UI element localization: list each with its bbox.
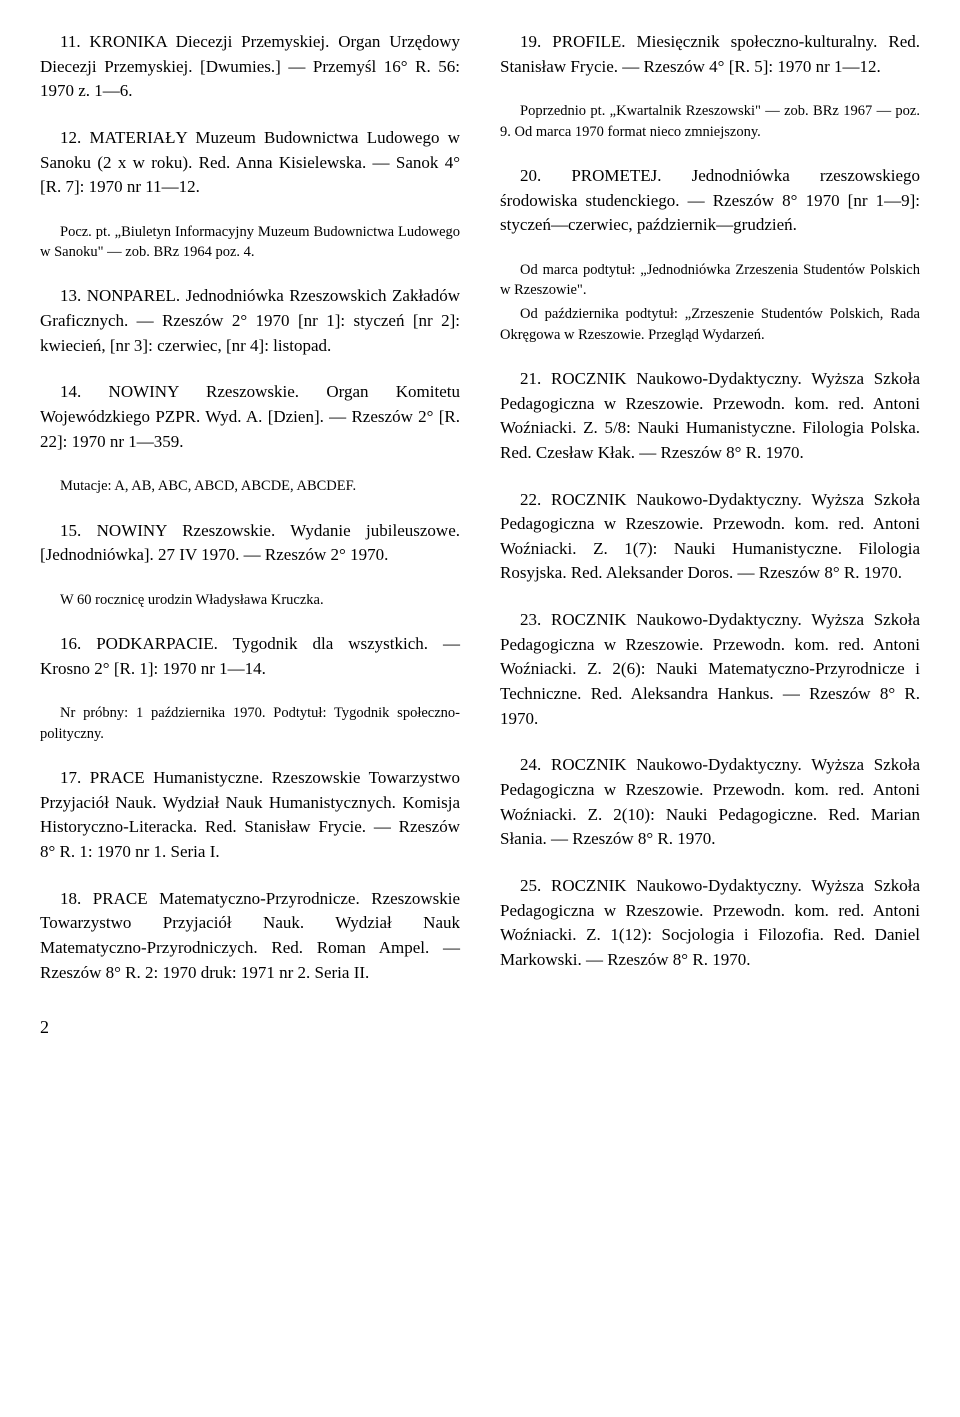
entry-16: 16. PODKARPACIE. Tygodnik dla wszystkich… <box>40 632 460 681</box>
entry-text: 15. NOWINY Rzeszowskie. Wydanie jubileus… <box>40 519 460 568</box>
note-16: Nr próbny: 1 października 1970. Podtytuł… <box>40 703 460 744</box>
entry-18: 18. PRACE Matematyczno-Przyrodnicze. Rze… <box>40 887 460 986</box>
entry-22: 22. ROCZNIK Naukowo-Dydaktyczny. Wyższa … <box>500 488 920 587</box>
entry-24: 24. ROCZNIK Naukowo-Dydaktyczny. Wyższa … <box>500 753 920 852</box>
entry-19: 19. PROFILE. Miesięcznik społeczno-kultu… <box>500 30 920 79</box>
entry-text: 14. NOWINY Rzeszowskie. Organ Komitetu W… <box>40 380 460 454</box>
entry-text: 23. ROCZNIK Naukowo-Dydaktyczny. Wyższa … <box>500 608 920 731</box>
entry-text: 21. ROCZNIK Naukowo-Dydaktyczny. Wyższa … <box>500 367 920 466</box>
entry-17: 17. PRACE Humanistyczne. Rzeszowskie Tow… <box>40 766 460 865</box>
note-15: W 60 rocznicę urodzin Władysława Kruczka… <box>40 590 460 610</box>
entry-text: 24. ROCZNIK Naukowo-Dydaktyczny. Wyższa … <box>500 753 920 852</box>
entry-text: 13. NONPAREL. Jednodniówka Rzeszowskich … <box>40 284 460 358</box>
entry-20: 20. PROMETEJ. Jednodniówka rzeszowskiego… <box>500 164 920 238</box>
entry-text: 20. PROMETEJ. Jednodniówka rzeszowskiego… <box>500 164 920 238</box>
two-column-layout: 11. KRONIKA Diecezji Przemyskiej. Organ … <box>40 30 920 1007</box>
entry-14: 14. NOWINY Rzeszowskie. Organ Komitetu W… <box>40 380 460 454</box>
entry-text: 19. PROFILE. Miesięcznik społeczno-kultu… <box>500 30 920 79</box>
entry-text: 18. PRACE Matematyczno-Przyrodnicze. Rze… <box>40 887 460 986</box>
entry-13: 13. NONPAREL. Jednodniówka Rzeszowskich … <box>40 284 460 358</box>
entry-text: 22. ROCZNIK Naukowo-Dydaktyczny. Wyższa … <box>500 488 920 587</box>
page-number: 2 <box>40 1017 920 1038</box>
entry-text: 25. ROCZNIK Naukowo-Dydaktyczny. Wyższa … <box>500 874 920 973</box>
entry-text: 16. PODKARPACIE. Tygodnik dla wszystkich… <box>40 632 460 681</box>
note-19: Poprzednio pt. „Kwartalnik Rzeszowski" —… <box>500 101 920 142</box>
entry-text: 11. KRONIKA Diecezji Przemyskiej. Organ … <box>40 30 460 104</box>
left-column: 11. KRONIKA Diecezji Przemyskiej. Organ … <box>40 30 460 1007</box>
entry-text: 17. PRACE Humanistyczne. Rzeszowskie Tow… <box>40 766 460 865</box>
entry-text: 12. MATERIAŁY Muzeum Budownictwa Ludoweg… <box>40 126 460 200</box>
note-20b: Od października podtytuł: „Zrzeszenie St… <box>500 304 920 345</box>
entry-12: 12. MATERIAŁY Muzeum Budownictwa Ludoweg… <box>40 126 460 200</box>
note-14: Mutacje: A, AB, ABC, ABCD, ABCDE, ABCDEF… <box>40 476 460 496</box>
entry-21: 21. ROCZNIK Naukowo-Dydaktyczny. Wyższa … <box>500 367 920 466</box>
note-20a: Od marca podtytuł: „Jednodniówka Zrzesze… <box>500 260 920 301</box>
entry-25: 25. ROCZNIK Naukowo-Dydaktyczny. Wyższa … <box>500 874 920 973</box>
entry-11: 11. KRONIKA Diecezji Przemyskiej. Organ … <box>40 30 460 104</box>
entry-15: 15. NOWINY Rzeszowskie. Wydanie jubileus… <box>40 519 460 568</box>
entry-23: 23. ROCZNIK Naukowo-Dydaktyczny. Wyższa … <box>500 608 920 731</box>
right-column: 19. PROFILE. Miesięcznik społeczno-kultu… <box>500 30 920 1007</box>
note-12: Pocz. pt. „Biuletyn Informacyjny Muzeum … <box>40 222 460 263</box>
